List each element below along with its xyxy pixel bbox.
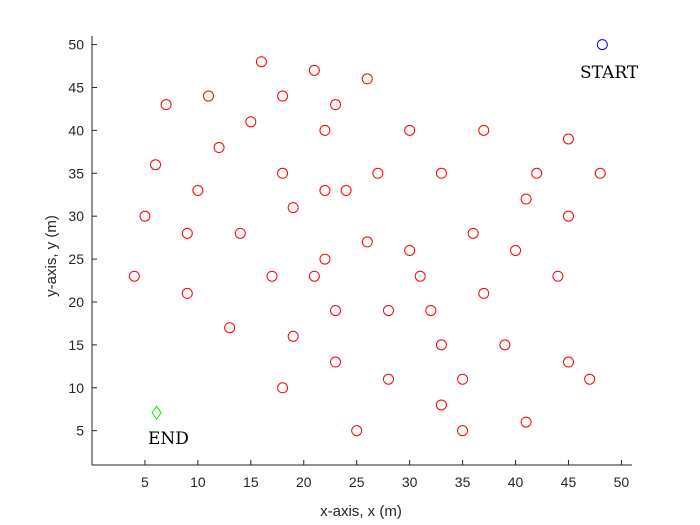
x-tick-label: 50 (614, 474, 630, 490)
waypoint (181, 227, 193, 239)
waypoint (372, 167, 384, 179)
waypoint (277, 382, 289, 394)
waypoint (266, 270, 278, 282)
start-annotation: START (580, 63, 639, 83)
waypoint (382, 305, 394, 317)
waypoint (330, 305, 342, 317)
waypoint (224, 322, 236, 334)
waypoint (552, 270, 564, 282)
waypoint (404, 245, 416, 256)
y-tick-label: 20 (68, 294, 84, 310)
plot-axes (91, 36, 632, 466)
y-tick-label: 15 (68, 337, 84, 353)
waypoint (277, 90, 289, 102)
waypoint (562, 356, 574, 368)
x-tick-label: 40 (508, 474, 524, 490)
waypoint (361, 73, 373, 85)
waypoint (404, 124, 416, 136)
waypoint (562, 210, 574, 222)
y-tick-label: 35 (68, 165, 84, 181)
x-tick-label: 20 (296, 474, 312, 490)
waypoint (435, 339, 447, 351)
waypoint (467, 227, 479, 239)
waypoint (520, 416, 532, 428)
y-tick-label: 50 (68, 37, 84, 53)
y-tick-label: 10 (68, 380, 84, 396)
y-tick-label: 30 (68, 208, 84, 224)
end-point (151, 405, 162, 421)
plot-area (92, 36, 632, 465)
waypoint (330, 99, 342, 111)
waypoint (308, 270, 320, 282)
y-tick-label: 45 (68, 79, 84, 95)
waypoint (351, 425, 363, 437)
waypoint (277, 167, 289, 179)
waypoint (361, 236, 373, 248)
waypoint (150, 159, 162, 171)
waypoint (234, 227, 246, 239)
waypoint (255, 56, 267, 68)
waypoint (245, 116, 257, 128)
x-axis-label: x-axis, x (m) (320, 503, 402, 520)
y-tick-label: 25 (68, 251, 84, 267)
waypoint (308, 64, 320, 76)
x-tick-label: 35 (455, 474, 471, 490)
data-points (128, 39, 608, 437)
end-annotation: END (148, 429, 189, 449)
waypoint (435, 167, 447, 179)
x-tick-label: 5 (141, 474, 149, 490)
waypoint (457, 373, 469, 385)
waypoint (287, 202, 299, 214)
x-tick-label: 30 (402, 474, 418, 490)
waypoint (192, 184, 204, 196)
x-tick-label: 45 (561, 474, 577, 490)
y-tick-label: 5 (76, 423, 84, 439)
waypoint (520, 193, 532, 205)
x-tick-label: 10 (190, 474, 206, 490)
y-tick-label: 40 (68, 122, 84, 138)
waypoint (128, 270, 140, 282)
waypoint (330, 356, 342, 368)
waypoint (584, 373, 596, 385)
waypoint (478, 287, 490, 299)
waypoint (319, 184, 331, 196)
waypoint (287, 330, 299, 342)
waypoint (319, 253, 331, 265)
y-axis-label: y-axis, y (m) (43, 215, 60, 297)
waypoint (499, 339, 511, 351)
waypoint (562, 133, 574, 145)
waypoint (340, 184, 352, 196)
waypoint (160, 99, 172, 111)
waypoint (202, 90, 214, 102)
waypoint (181, 287, 193, 299)
waypoint (382, 373, 394, 385)
waypoint (478, 124, 490, 136)
waypoint (425, 305, 437, 317)
waypoint (414, 270, 426, 282)
waypoint (319, 124, 331, 136)
x-tick-label: 25 (349, 474, 365, 490)
waypoint (457, 425, 469, 437)
waypoint (510, 245, 522, 256)
waypoint (594, 167, 606, 179)
waypoint (531, 167, 543, 179)
waypoint (139, 210, 151, 222)
waypoint (213, 142, 225, 154)
start-point (596, 39, 608, 51)
axis-ticks: 5 10 15 20 25 30 35 40 45 50 5 10 15 20 25 30 35 40 45 50 (68, 37, 629, 490)
waypoint (435, 399, 447, 411)
x-tick-label: 15 (243, 474, 259, 490)
